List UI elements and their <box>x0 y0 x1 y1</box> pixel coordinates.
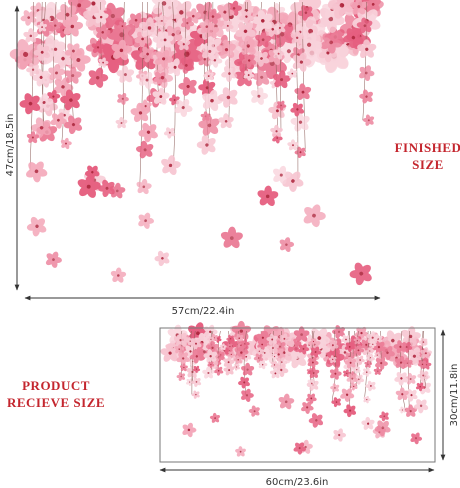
stem <box>156 1 160 98</box>
stem <box>279 1 282 132</box>
stem <box>42 1 46 133</box>
stem <box>301 1 306 153</box>
blossom <box>134 177 154 197</box>
blossom <box>233 444 249 460</box>
product-height: 30cm/11.8in <box>449 364 460 427</box>
blossom <box>327 365 344 382</box>
blossom <box>329 426 349 445</box>
blossom <box>255 184 280 209</box>
stem <box>207 1 211 126</box>
blossom <box>83 64 112 92</box>
stem <box>274 1 279 138</box>
stem <box>349 330 351 411</box>
stem <box>147 1 152 133</box>
blossom <box>21 211 52 242</box>
product-width: 60cm/23.6in <box>266 477 329 488</box>
stem <box>191 330 196 395</box>
blossom <box>157 153 184 178</box>
stem <box>70 1 74 125</box>
blossom <box>237 386 257 405</box>
blossom <box>360 111 378 129</box>
blossom <box>219 226 245 251</box>
blossom <box>356 86 377 108</box>
stem <box>228 1 230 122</box>
blossom <box>58 136 74 151</box>
stem <box>294 1 299 182</box>
blossom <box>178 420 199 440</box>
product-box <box>159 327 436 463</box>
blossom <box>361 394 372 405</box>
stem <box>53 1 57 121</box>
stem <box>408 330 410 412</box>
flower-decoration <box>2 0 435 460</box>
stem <box>41 1 45 128</box>
blossom <box>189 388 203 401</box>
blossom <box>20 155 53 188</box>
blossom <box>114 90 132 108</box>
blossom <box>41 248 66 272</box>
product-title: PRODUCT <box>22 378 90 393</box>
stem <box>420 330 425 388</box>
blossom <box>276 235 297 255</box>
blossom <box>174 72 202 101</box>
blossom <box>276 392 296 412</box>
blossom <box>113 114 130 132</box>
stem <box>331 330 337 403</box>
blossom <box>407 429 425 447</box>
blossom <box>207 410 223 426</box>
blossom <box>133 117 164 148</box>
blossom <box>247 84 271 108</box>
blossom <box>328 380 342 395</box>
stem <box>122 1 125 124</box>
stem <box>29 1 34 172</box>
blossom <box>291 80 315 105</box>
blossom <box>344 256 379 291</box>
stem <box>172 1 176 166</box>
blossom <box>161 124 179 142</box>
product-title: RECIEVE SIZE <box>7 395 105 410</box>
finished-height: 47cm/18.5in <box>5 114 16 177</box>
finished-title: SIZE <box>412 157 444 172</box>
stem <box>183 1 186 108</box>
stem <box>362 1 367 121</box>
blossom <box>150 246 174 270</box>
stem <box>243 330 247 396</box>
blossom <box>298 200 330 232</box>
blossom <box>340 400 360 421</box>
finished-title: FINISHED <box>395 140 460 155</box>
blossom <box>355 62 378 85</box>
finished-width: 57cm/22.4in <box>172 306 235 317</box>
blossom <box>134 209 157 232</box>
stem <box>399 330 406 411</box>
blossom <box>246 402 263 420</box>
stem <box>422 330 427 387</box>
blossom <box>109 266 128 285</box>
